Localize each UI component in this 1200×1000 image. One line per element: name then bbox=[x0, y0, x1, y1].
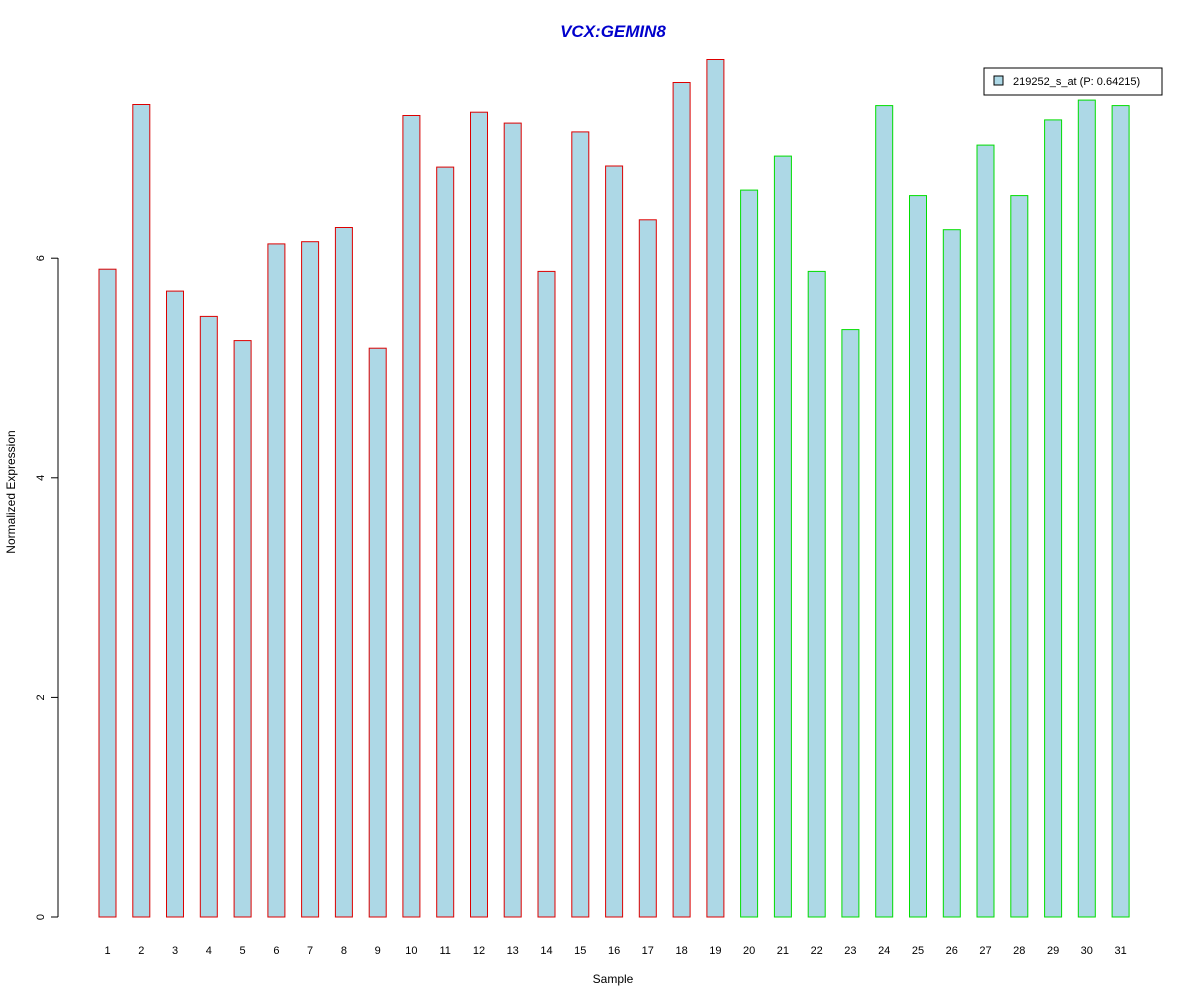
x-tick-label: 24 bbox=[878, 945, 890, 957]
x-tick-label: 26 bbox=[946, 945, 958, 957]
bar-sample-20 bbox=[740, 189, 759, 918]
x-tick-label: 9 bbox=[375, 945, 381, 957]
x-tick-label: 12 bbox=[473, 945, 485, 957]
bar-sample-25 bbox=[909, 195, 927, 918]
x-tick-label: 1 bbox=[104, 945, 110, 957]
y-tick-label: 4 bbox=[35, 475, 47, 481]
bar-sample-30 bbox=[1077, 99, 1096, 918]
x-tick-labels: 1 2 3 4 5 6 7 8 9 10 11 12 13 14 15 16 17 18 19 20 21 22 23 24 2… bbox=[104, 945, 1126, 957]
x-tick-label: 31 bbox=[1114, 945, 1126, 957]
bar-sample-5 bbox=[233, 340, 252, 918]
chart-title: VCX:GEMIN8 bbox=[560, 22, 666, 41]
bar-sample-17 bbox=[638, 219, 657, 918]
x-tick-label: 16 bbox=[608, 945, 620, 957]
legend-label: 219252_s_at (P: 0.64215) bbox=[1013, 76, 1140, 88]
bar-sample-3 bbox=[166, 290, 184, 918]
bar-sample-16 bbox=[605, 165, 624, 918]
x-tick-label: 29 bbox=[1047, 945, 1059, 957]
bar-sample-21 bbox=[773, 155, 792, 918]
legend-box bbox=[983, 67, 1163, 96]
x-tick-label: 14 bbox=[540, 945, 552, 957]
bar-sample-6 bbox=[267, 243, 286, 918]
x-tick-label: 19 bbox=[709, 945, 721, 957]
bar-sample-31 bbox=[1111, 105, 1130, 918]
bar-sample-10 bbox=[402, 115, 421, 918]
x-tick-label: 20 bbox=[743, 945, 755, 957]
bar-sample-8 bbox=[334, 227, 353, 918]
x-tick-label: 27 bbox=[979, 945, 991, 957]
bar-sample-1 bbox=[98, 268, 117, 918]
x-tick-label: 8 bbox=[341, 945, 347, 957]
legend: 219252_s_at (P: 0.64215) bbox=[983, 67, 1163, 96]
y-axis-label: Normalized Expression bbox=[4, 430, 18, 553]
bar-sample-12 bbox=[470, 111, 488, 918]
x-tick-label: 18 bbox=[675, 945, 687, 957]
bar-sample-9 bbox=[368, 347, 387, 918]
bar-sample-19 bbox=[706, 59, 725, 918]
bars-group bbox=[98, 59, 1130, 918]
bar-sample-28 bbox=[1010, 195, 1029, 918]
bar-sample-13 bbox=[503, 122, 522, 918]
bar-sample-26 bbox=[942, 229, 961, 918]
bar-sample-2 bbox=[132, 104, 151, 918]
bar-sample-4 bbox=[199, 315, 218, 918]
bar-sample-14 bbox=[537, 270, 556, 918]
x-tick-label: 6 bbox=[273, 945, 279, 957]
x-tick-label: 17 bbox=[642, 945, 654, 957]
bar-sample-24 bbox=[875, 105, 894, 918]
bar-sample-18 bbox=[672, 82, 691, 918]
x-tick-label: 22 bbox=[811, 945, 823, 957]
x-tick-label: 13 bbox=[507, 945, 519, 957]
x-tick-label: 3 bbox=[172, 945, 178, 957]
y-axis: 0 2 4 6 bbox=[35, 255, 59, 920]
x-tick-label: 7 bbox=[307, 945, 313, 957]
x-tick-label: 10 bbox=[405, 945, 417, 957]
bar-sample-11 bbox=[436, 166, 455, 918]
x-tick-label: 2 bbox=[138, 945, 144, 957]
bar-sample-23 bbox=[841, 329, 860, 918]
x-tick-label: 11 bbox=[439, 945, 450, 957]
x-tick-label: 23 bbox=[844, 945, 856, 957]
x-tick-label: 25 bbox=[912, 945, 924, 957]
x-tick-label: 21 bbox=[777, 945, 789, 957]
y-tick-label: 2 bbox=[35, 694, 47, 700]
x-tick-label: 15 bbox=[574, 945, 586, 957]
x-tick-label: 4 bbox=[206, 945, 212, 957]
legend-swatch bbox=[993, 75, 1004, 86]
x-tick-label: 28 bbox=[1013, 945, 1025, 957]
x-tick-label: 5 bbox=[240, 945, 246, 957]
bar-sample-27 bbox=[976, 144, 995, 918]
y-tick-label: 0 bbox=[35, 914, 47, 920]
bar-sample-7 bbox=[301, 241, 320, 918]
bar-sample-22 bbox=[807, 270, 826, 918]
bar-sample-29 bbox=[1044, 119, 1063, 918]
x-axis-label: Sample bbox=[593, 972, 634, 986]
x-tick-label: 30 bbox=[1081, 945, 1093, 957]
y-tick-label: 6 bbox=[35, 255, 47, 261]
bar-sample-15 bbox=[571, 131, 590, 918]
